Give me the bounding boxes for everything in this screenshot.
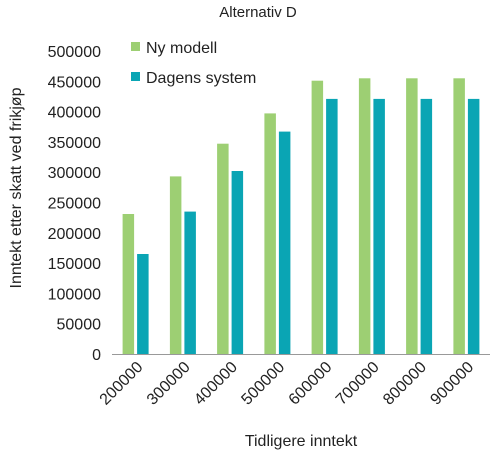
y-tick-label: 200000 bbox=[48, 226, 101, 243]
x-tick-label: 400000 bbox=[191, 359, 241, 409]
legend-label: Dagens system bbox=[146, 70, 256, 87]
bar-ny-modell-200000 bbox=[122, 214, 135, 354]
bar-dagens-system-800000 bbox=[420, 98, 433, 355]
chart-title: Alternativ D bbox=[219, 4, 297, 21]
legend: Ny modell Dagens system bbox=[131, 40, 256, 87]
y-tick-label: 150000 bbox=[48, 256, 101, 273]
x-tick-label: 200000 bbox=[97, 359, 147, 409]
y-tick-label: 0 bbox=[92, 347, 101, 364]
x-axis-ticks: 2000003000004000005000006000007000008000… bbox=[97, 359, 478, 409]
x-tick-label: 900000 bbox=[427, 359, 477, 409]
x-axis-label: Tidligere inntekt bbox=[245, 433, 358, 450]
y-tick-label: 50000 bbox=[57, 317, 102, 334]
bar-dagens-system-900000 bbox=[467, 98, 480, 355]
x-tick-label: 800000 bbox=[380, 359, 430, 409]
bar-ny-modell-400000 bbox=[217, 143, 229, 354]
bar-dagens-system-500000 bbox=[278, 131, 291, 354]
y-axis-ticks: 0 50000 100000 150000 200000 250000 300000 3500… bbox=[48, 44, 101, 364]
x-tick-label: 300000 bbox=[144, 359, 194, 409]
y-tick-label: 400000 bbox=[48, 105, 101, 122]
y-axis-label: Inntekt etter skatt ved frikjøp bbox=[8, 87, 25, 288]
y-tick-label: 500000 bbox=[48, 44, 101, 61]
y-tick-label: 100000 bbox=[48, 286, 101, 303]
legend-swatch bbox=[131, 42, 140, 51]
bar-dagens-system-600000 bbox=[326, 98, 338, 355]
legend-label: Ny modell bbox=[146, 40, 217, 57]
y-tick-label: 250000 bbox=[48, 196, 101, 213]
bars bbox=[122, 78, 480, 355]
x-tick-label: 500000 bbox=[238, 359, 288, 409]
y-tick-label: 350000 bbox=[48, 135, 101, 152]
bar-dagens-system-300000 bbox=[184, 211, 196, 354]
bar-ny-modell-300000 bbox=[169, 176, 182, 354]
x-tick-label: 700000 bbox=[333, 359, 383, 409]
bar-dagens-system-400000 bbox=[231, 171, 244, 354]
bar-ny-modell-900000 bbox=[453, 78, 465, 355]
legend-swatch bbox=[131, 72, 140, 81]
x-tick-label: 600000 bbox=[286, 359, 336, 409]
bar-dagens-system-700000 bbox=[373, 98, 385, 355]
bar-ny-modell-700000 bbox=[358, 78, 371, 355]
bar-ny-modell-500000 bbox=[264, 113, 276, 355]
y-tick-label: 450000 bbox=[48, 74, 101, 91]
bar-dagens-system-200000 bbox=[137, 254, 149, 354]
bar-ny-modell-600000 bbox=[311, 80, 324, 354]
bar-ny-modell-800000 bbox=[406, 78, 418, 355]
y-tick-label: 300000 bbox=[48, 165, 101, 182]
